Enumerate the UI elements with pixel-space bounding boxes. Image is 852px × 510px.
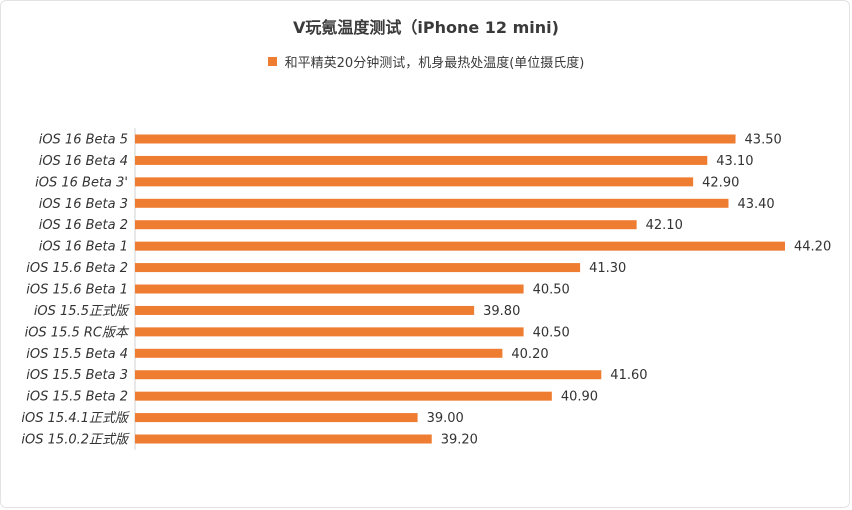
- chart-legend: 和平精英20分钟测试，机身最热处温度(单位摄氏度): [0, 52, 852, 71]
- category-label-14: iOS 15.0.2正式版: [21, 433, 130, 448]
- bar-2: [135, 177, 694, 187]
- value-label-11: 41.60: [610, 368, 647, 383]
- bar-5: [135, 241, 785, 251]
- bar-6: [135, 263, 581, 273]
- value-label-9: 40.50: [533, 325, 570, 340]
- value-label-2: 42.90: [702, 175, 739, 190]
- bar-0: [135, 134, 736, 144]
- bar-8: [135, 305, 475, 315]
- value-label-0: 43.50: [745, 133, 782, 148]
- category-label-1: iOS 16 Beta 4: [39, 154, 128, 169]
- category-label-0: iOS 16 Beta 5: [39, 133, 128, 148]
- category-label-11: iOS 15.5 Beta 3: [26, 368, 128, 383]
- category-label-12: iOS 15.5 Beta 2: [26, 390, 128, 405]
- category-label-6: iOS 15.6 Beta 2: [26, 261, 128, 276]
- value-label-7: 40.50: [533, 283, 570, 298]
- category-label-9: iOS 15.5 RC版本: [25, 325, 130, 340]
- chart-title: V玩氪温度测试（iPhone 12 mini): [293, 18, 559, 37]
- bar-11: [135, 370, 602, 380]
- value-label-5: 44.20: [794, 240, 831, 255]
- bar-12: [135, 391, 552, 401]
- value-label-12: 40.90: [561, 390, 598, 405]
- bar-13: [135, 413, 418, 423]
- legend-label: 和平精英20分钟测试，机身最热处温度(单位摄氏度): [284, 56, 585, 71]
- value-label-10: 40.20: [511, 347, 548, 362]
- value-label-3: 43.40: [737, 197, 774, 212]
- value-label-14: 39.20: [441, 433, 478, 448]
- value-label-1: 43.10: [716, 154, 753, 169]
- category-label-13: iOS 15.4.1正式版: [21, 411, 130, 426]
- category-label-10: iOS 15.5 Beta 4: [26, 347, 128, 362]
- category-label-8: iOS 15.5正式版: [34, 304, 130, 319]
- category-label-4: iOS 16 Beta 2: [39, 218, 128, 233]
- value-label-6: 41.30: [589, 261, 626, 276]
- category-label-5: iOS 16 Beta 1: [39, 240, 128, 255]
- value-label-8: 39.80: [483, 304, 520, 319]
- bar-4: [135, 220, 637, 230]
- value-label-13: 39.00: [427, 411, 464, 426]
- value-label-4: 42.10: [646, 218, 683, 233]
- category-label-2: iOS 16 Beta 3': [35, 175, 128, 190]
- bar-7: [135, 284, 524, 294]
- category-label-3: iOS 16 Beta 3: [39, 197, 128, 212]
- bar-1: [135, 155, 708, 165]
- category-label-7: iOS 15.6 Beta 1: [26, 283, 128, 298]
- bar-14: [135, 434, 432, 444]
- bar-9: [135, 327, 524, 337]
- bar-10: [135, 348, 503, 358]
- legend-swatch: [267, 57, 277, 66]
- bar-3: [135, 198, 729, 208]
